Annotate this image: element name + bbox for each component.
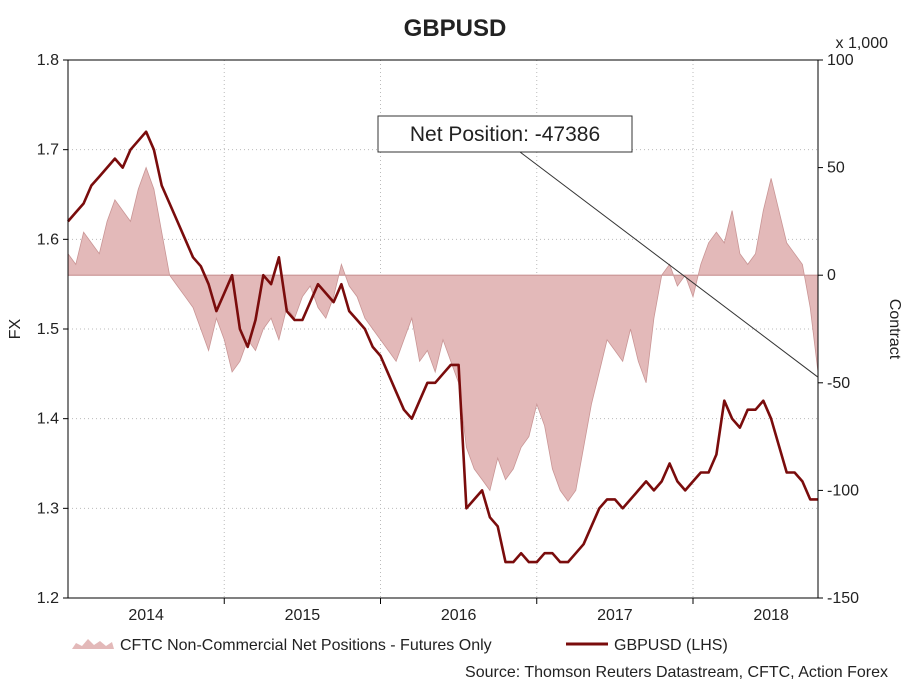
gbpusd-line-path — [67, 130, 818, 564]
y-tick-label-0: 1.2 — [37, 590, 59, 607]
callout-pointer — [519, 151, 819, 378]
gbpusd-line — [67, 130, 818, 564]
source-note: Source: Thomson Reuters Datastream, CFTC… — [465, 664, 888, 681]
y2-multiplier-label: x 1,000 — [836, 35, 889, 52]
chart-title: GBPUSD — [404, 15, 507, 42]
x-tick-label-4: 2018 — [753, 607, 789, 624]
y-tick-label-2: 1.4 — [37, 411, 59, 428]
y2-tick-label-4: 50 — [827, 160, 845, 177]
legend-label-net-positions: CFTC Non-Commercial Net Positions - Futu… — [120, 637, 492, 654]
y2-tick-label-1: -100 — [827, 482, 859, 499]
x-tick-label-1: 2015 — [285, 607, 321, 624]
y2-axis-label: Contract — [886, 299, 903, 360]
y-axis-right: -150 -100 -50 0 50 100 — [818, 52, 859, 607]
y2-tick-label-5: 100 — [827, 52, 854, 69]
net-positions-area-shape — [67, 166, 819, 502]
y-tick-label-1: 1.3 — [37, 500, 59, 517]
net-position-callout: Net Position: -47386 — [377, 115, 819, 378]
legend-swatch-area — [72, 639, 114, 649]
y2-tick-label-3: 0 — [827, 267, 836, 284]
y2-tick-label-0: -150 — [827, 590, 859, 607]
callout-box — [377, 115, 633, 153]
legend-item-gbpusd: GBPUSD (LHS) — [566, 637, 728, 654]
legend-item-net-positions: CFTC Non-Commercial Net Positions - Futu… — [72, 637, 492, 654]
x-tick-label-2: 2016 — [441, 607, 477, 624]
y-tick-label-6: 1.8 — [37, 52, 59, 69]
x-tick-label-0: 2014 — [128, 607, 164, 624]
callout-label: Net Position: -47386 — [410, 123, 600, 146]
legend: CFTC Non-Commercial Net Positions - Futu… — [72, 637, 728, 654]
net-positions-area — [67, 166, 819, 502]
y-tick-label-4: 1.6 — [37, 231, 59, 248]
y2-tick-label-2: -50 — [827, 375, 850, 392]
y-axis-left: 1.2 1.3 1.4 1.5 1.6 1.7 1.8 — [37, 52, 68, 607]
x-axis: 2014 2015 2016 2017 2018 — [128, 598, 789, 624]
y-tick-label-5: 1.7 — [37, 142, 59, 159]
y-axis-label: FX — [7, 318, 24, 339]
y-tick-label-3: 1.5 — [37, 321, 59, 338]
x-tick-label-3: 2017 — [597, 607, 633, 624]
legend-label-gbpusd: GBPUSD (LHS) — [614, 637, 728, 654]
